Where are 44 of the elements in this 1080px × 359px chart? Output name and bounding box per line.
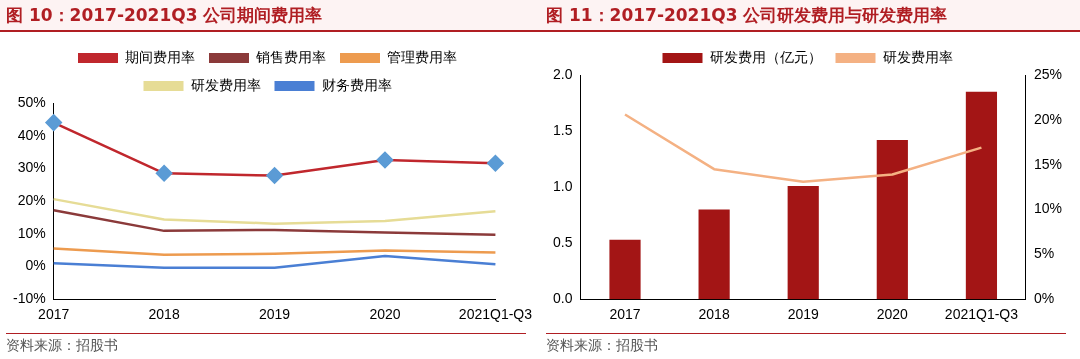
bar bbox=[609, 239, 641, 300]
y2-tick-label: 20% bbox=[1033, 110, 1063, 127]
chart-title: 图 10：2017-2021Q3 公司期间费用率 bbox=[0, 0, 540, 32]
y-tick-label: 30% bbox=[17, 159, 46, 176]
y-tick-label: 0.5 bbox=[552, 234, 573, 251]
legend-label: 研发费用率 bbox=[882, 48, 953, 65]
text: 资料来源：招股书 bbox=[6, 333, 526, 355]
y-tick-label: 1.0 bbox=[552, 177, 573, 194]
y-tick-label: 2.0 bbox=[552, 65, 573, 82]
x-tick-label: 2020 bbox=[876, 306, 909, 323]
x-tick-label: 2018 bbox=[698, 306, 730, 323]
x-tick-label: 2019 bbox=[258, 306, 291, 323]
y-tick-label: -10% bbox=[13, 290, 46, 307]
bar bbox=[965, 91, 998, 300]
y-tick-label: 0.0 bbox=[552, 290, 573, 307]
y-tick-label: 10% bbox=[17, 224, 46, 241]
x-tick-label: 2020 bbox=[369, 306, 401, 323]
y-tick-label: 0% bbox=[25, 257, 46, 274]
y-tick-label: 40% bbox=[17, 126, 46, 143]
bar bbox=[698, 209, 730, 300]
x-tick-label: 2021Q1-Q3 bbox=[458, 306, 533, 323]
y2-tick-label: 0% bbox=[1033, 290, 1055, 307]
legend-label: 财务费用率 bbox=[321, 76, 392, 93]
x-tick-label: 2017 bbox=[38, 306, 70, 323]
y-tick-label: 50% bbox=[17, 93, 46, 110]
chart-title: 图 11：2017-2021Q3 公司研发费用与研发费用率 bbox=[540, 0, 1080, 32]
y-tick-label: 20% bbox=[17, 191, 46, 208]
y2-tick-label: 10% bbox=[1033, 200, 1063, 217]
x-tick-label: 2018 bbox=[148, 306, 180, 323]
legend-label: 研发费用率 bbox=[190, 76, 261, 93]
text: 资料来源：招股书 bbox=[546, 333, 1066, 355]
legend-label: 研发费用（亿元） bbox=[709, 48, 822, 65]
y2-tick-label: 5% bbox=[1033, 245, 1055, 262]
x-tick-label: 2019 bbox=[787, 306, 819, 323]
legend-label: 期间费用率 bbox=[125, 48, 195, 65]
y2-tick-label: 15% bbox=[1033, 155, 1063, 172]
x-tick-label: 2017 bbox=[609, 306, 641, 323]
y2-tick-label: 25% bbox=[1033, 65, 1063, 82]
x-tick-label: 2021Q1-Q3 bbox=[944, 306, 1019, 323]
bar bbox=[787, 185, 819, 300]
legend-label: 销售费用率 bbox=[255, 48, 326, 65]
bar bbox=[876, 140, 908, 300]
legend-label: 管理费用率 bbox=[387, 48, 457, 65]
y-tick-label: 1.5 bbox=[552, 121, 573, 138]
